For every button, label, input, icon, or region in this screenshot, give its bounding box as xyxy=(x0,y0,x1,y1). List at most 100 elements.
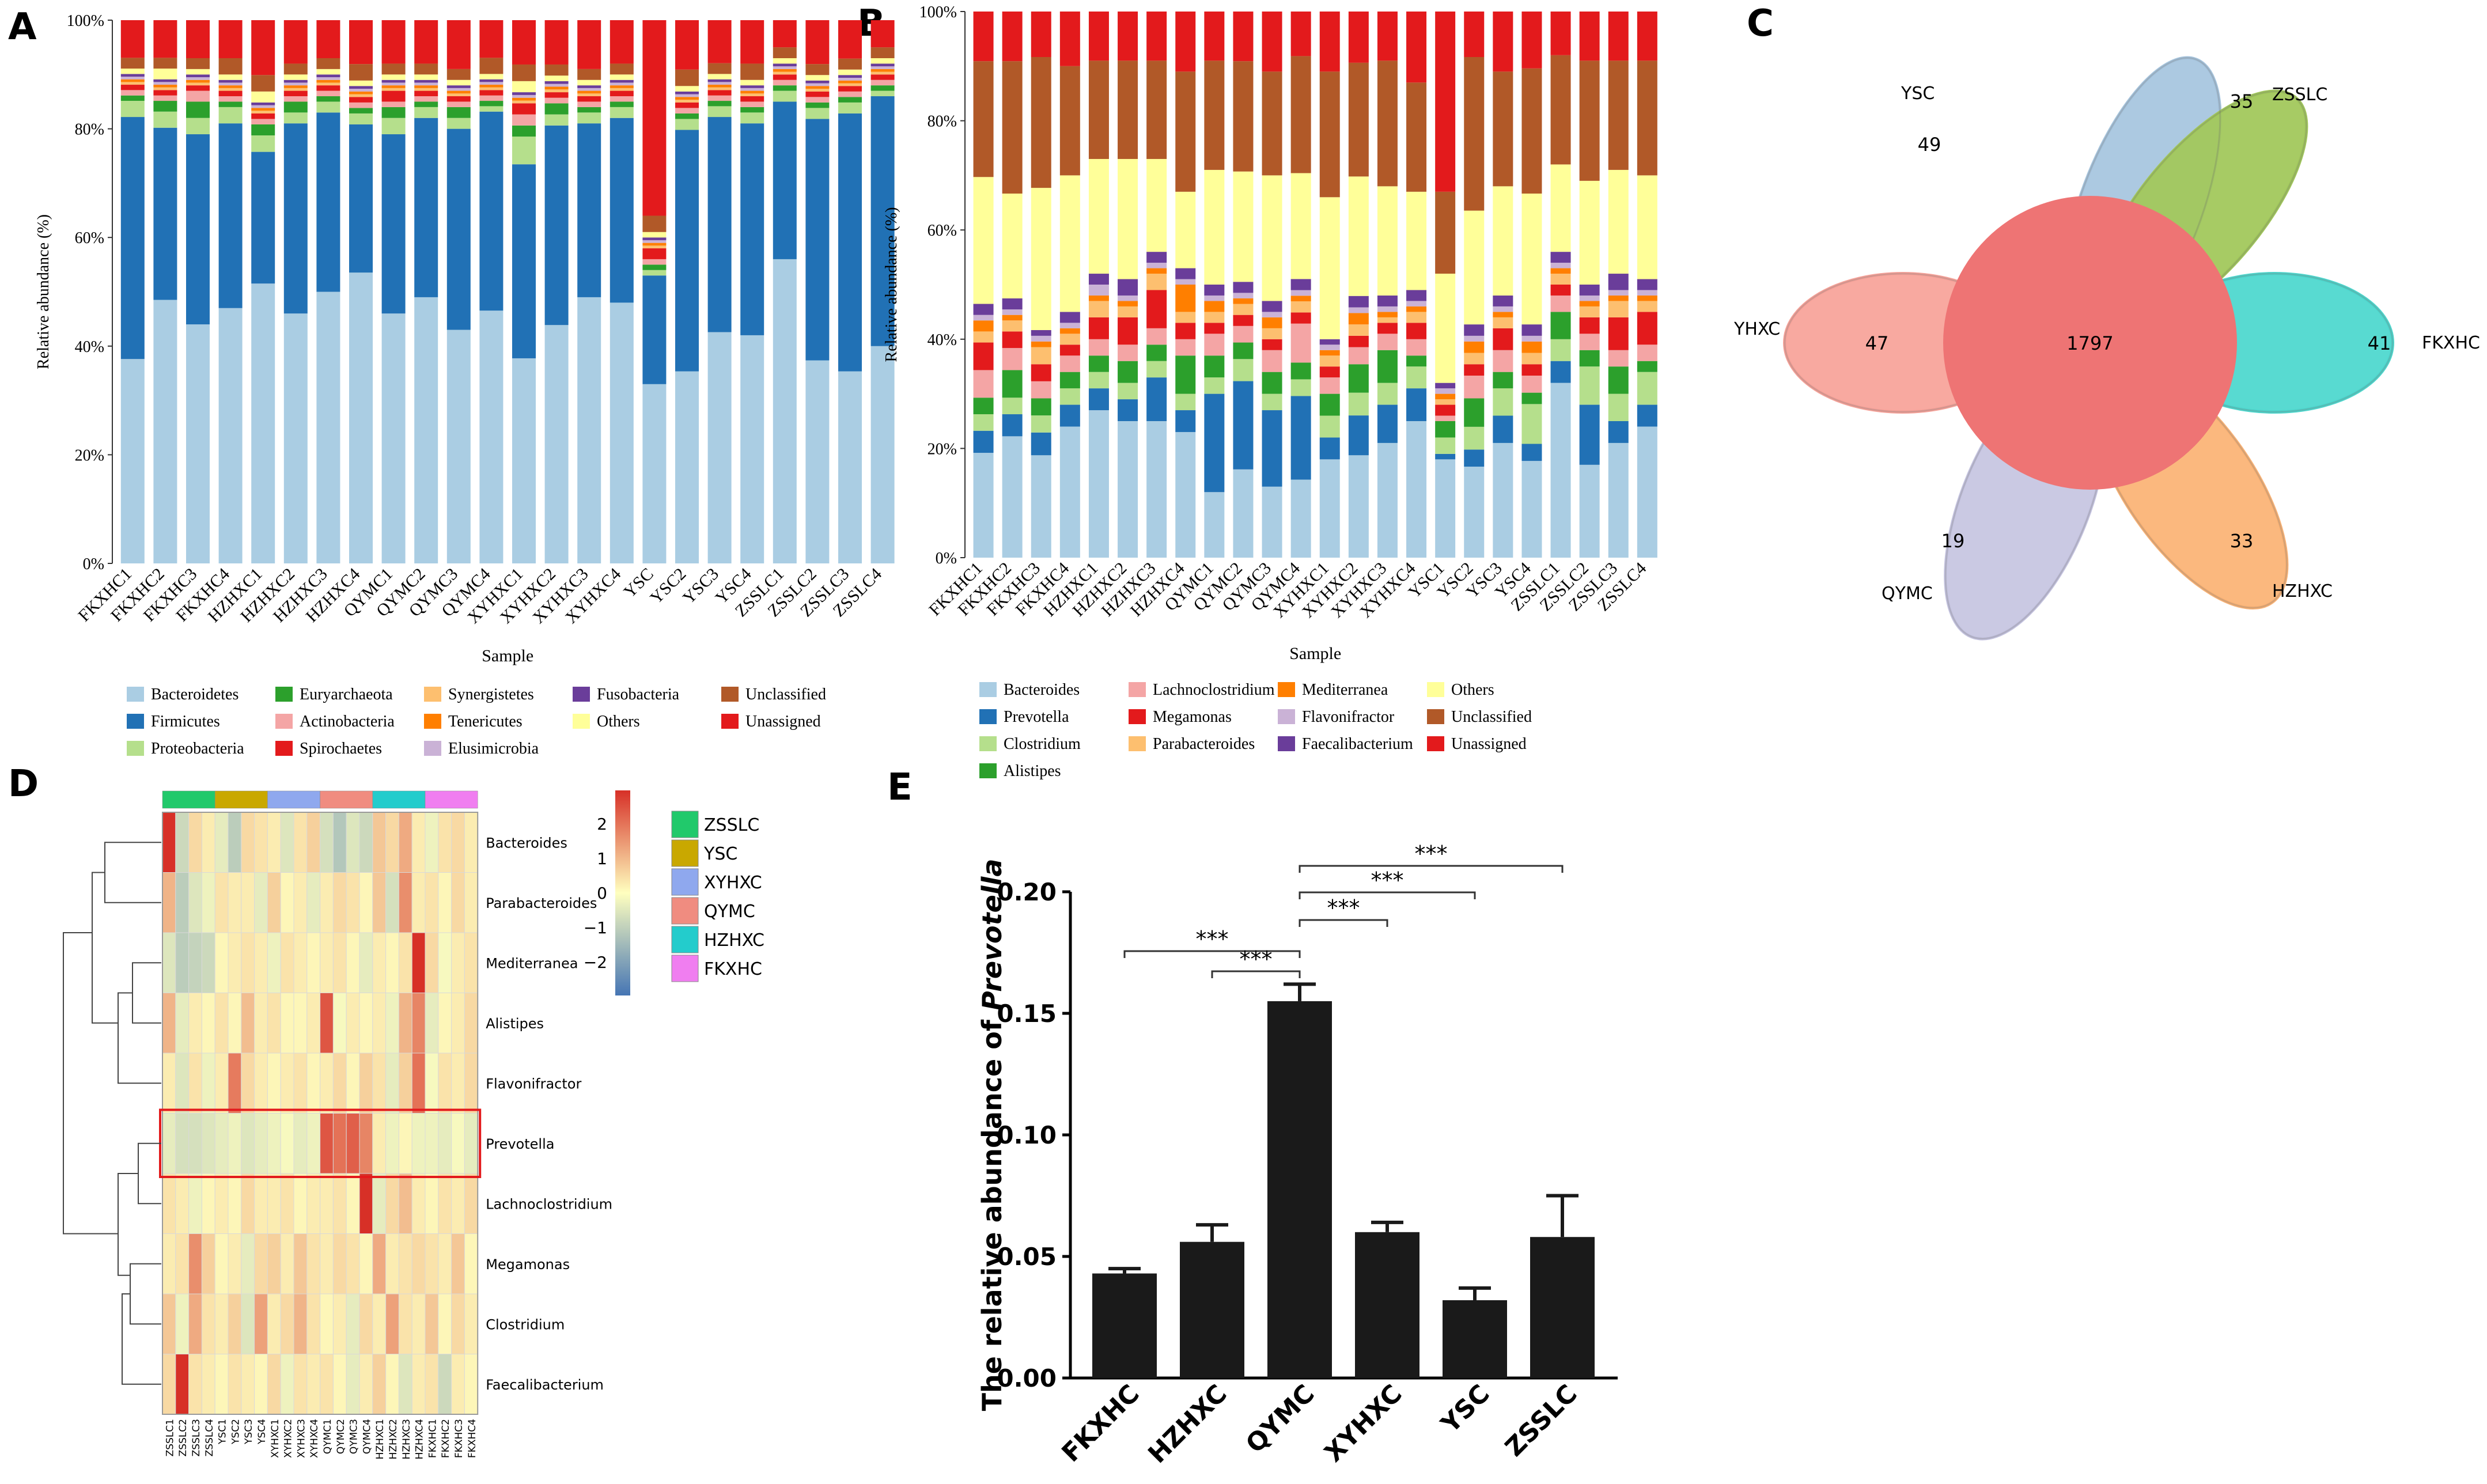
bar-segment-alistipes xyxy=(1031,398,1051,416)
heatmap-color-scale xyxy=(615,790,630,995)
bar-segment-others xyxy=(973,177,994,304)
bar-segment-bacteroidetes xyxy=(610,302,634,563)
bar-segment-others xyxy=(1031,188,1051,330)
bar-segment-unclassified xyxy=(740,63,764,80)
bar-segment-unassigned xyxy=(186,20,210,59)
bar-segment-proteobacteria xyxy=(577,112,601,124)
heatmap-cell xyxy=(241,1113,255,1174)
bar-segment-parabacteroides xyxy=(973,331,994,343)
bar-segment-others xyxy=(707,74,732,80)
bar-segment-alistipes xyxy=(1348,364,1369,393)
bar-segment-lachnoclostridium xyxy=(1608,350,1629,367)
heatmap-row-label-bacteroides: Bacteroides xyxy=(486,835,567,851)
bar-segment-spirochaetes xyxy=(446,96,471,102)
bar-segment-megamonas xyxy=(1002,331,1023,349)
bar-segment-unassigned xyxy=(838,20,862,59)
heatmap-cell xyxy=(306,1354,321,1415)
bar-segment-prevotella xyxy=(1521,444,1542,461)
heatmap-cell xyxy=(214,812,229,873)
bar-segment-parabacteroides xyxy=(1088,301,1109,317)
heatmap-cell xyxy=(306,812,321,873)
bar-segment-unassigned xyxy=(1233,12,1254,62)
bar-segment-unclassified xyxy=(1579,60,1600,181)
bar-segment-prevotella xyxy=(1175,410,1196,432)
heatmap-column-label: HZHXC3 xyxy=(401,1419,412,1459)
bar-segment-lachnoclostridium xyxy=(1175,339,1196,356)
bar-segment-others xyxy=(1550,164,1571,252)
heatmap-group-label-zsslc: ZSSLC xyxy=(704,815,759,835)
bar-segment-fusobacteria xyxy=(251,102,275,105)
heatmap-cell xyxy=(346,1233,360,1294)
heatmap-cell xyxy=(346,1293,360,1354)
bar-segment-others xyxy=(1088,158,1109,274)
bar-segment-prevotella xyxy=(1233,381,1254,470)
heatmap-cell xyxy=(214,932,229,993)
heatmap-cell xyxy=(254,872,268,933)
bar-segment-clostridium xyxy=(1406,366,1427,389)
y-tick-label: 0.10 xyxy=(997,1121,1057,1149)
heatmap-row-label-mediterranea: Mediterranea xyxy=(486,955,578,971)
bar-segment-spirochaetes xyxy=(577,96,601,102)
bar-segment-flavonifractor xyxy=(1262,312,1282,317)
dendrogram-branch xyxy=(104,842,161,903)
bar-segment-firmicutes xyxy=(740,123,764,335)
bar-segment-mediterranea xyxy=(1290,296,1311,302)
bar-segment-elusimicrobia xyxy=(349,89,373,92)
dendrogram-branch xyxy=(63,932,105,1235)
bar-segment-unclassified xyxy=(1464,57,1485,211)
bar-segment-alistipes xyxy=(1002,370,1023,398)
x-tick-label: YSC2 xyxy=(646,565,690,608)
legend-label-bacteroides: Bacteroides xyxy=(1004,681,1080,699)
bar-segment-clostridium xyxy=(1319,415,1340,438)
significance-label: *** xyxy=(1240,947,1273,972)
legend-label-parabacteroides: Parabacteroides xyxy=(1153,735,1255,753)
bar-segment-alistipes xyxy=(1521,392,1542,404)
heatmap-cell xyxy=(385,1173,399,1234)
heatmap-cell xyxy=(320,1233,334,1294)
heatmap-cell xyxy=(162,1233,176,1294)
legend-swatch-unclassified xyxy=(1427,709,1444,724)
bar-segment-others xyxy=(544,75,569,81)
bar-segment-megamonas xyxy=(1521,364,1542,376)
bar-segment-unclassified xyxy=(1406,82,1427,192)
bar-segment-mediterranea xyxy=(1088,295,1109,301)
heatmap-cell xyxy=(293,993,308,1054)
panel-label-c: C xyxy=(1747,2,1774,45)
bar-segment-faecalibacterium xyxy=(1579,285,1600,296)
bar-segment-spirochaetes xyxy=(479,90,504,96)
bar-segment-clostridium xyxy=(1175,393,1196,411)
bar-segment-euryarchaeota xyxy=(381,107,406,118)
bar-segment-lachnoclostridium xyxy=(973,370,994,398)
legend-swatch-tenericutes xyxy=(424,714,441,729)
bar-segment-mediterranea xyxy=(1002,315,1023,321)
heatmap-column-label: QYMC2 xyxy=(335,1419,347,1454)
legend-label-alistipes: Alistipes xyxy=(1004,762,1061,780)
bar-segment-bacteroides xyxy=(1435,459,1456,558)
bar-segment-unclassified xyxy=(1002,61,1023,194)
heatmap-cell xyxy=(398,812,412,873)
bar-segment-unassigned xyxy=(642,20,667,216)
legend-swatch-spirochaetes xyxy=(275,741,293,756)
heatmap-cell xyxy=(254,812,268,873)
bar-segment-faecalibacterium xyxy=(1493,295,1513,306)
heatmap-cell xyxy=(201,1173,215,1234)
panel-d-heatmap: Bacteroides Parabacteroides Mediterranea Al… xyxy=(63,790,764,1459)
heatmap-cell xyxy=(188,1053,202,1114)
heatmap-cell xyxy=(372,1293,387,1354)
bar-segment-unclassified xyxy=(1059,66,1080,176)
bar-segment-elusimicrobia xyxy=(773,66,797,69)
bar-segment-proteobacteria xyxy=(446,118,471,129)
legend-swatch-flavonifractor xyxy=(1278,709,1295,724)
bar-segment-flavonifractor xyxy=(1608,290,1629,296)
heatmap-cell xyxy=(175,932,190,993)
y-axis-title: Relative abundance (%) xyxy=(883,207,900,362)
heatmap-cell xyxy=(228,1354,242,1415)
heatmap-cell xyxy=(398,1233,412,1294)
bar-segment-prevotella xyxy=(1493,415,1513,443)
y-tick-label: 40% xyxy=(928,331,957,349)
bar-segment-euryarchaeota xyxy=(577,107,601,113)
bar-segment-elusimicrobia xyxy=(870,66,895,69)
legend-swatch-elusimicrobia xyxy=(424,741,441,756)
heatmap-cell xyxy=(411,1354,426,1415)
bar-segment-megamonas xyxy=(1262,339,1282,350)
